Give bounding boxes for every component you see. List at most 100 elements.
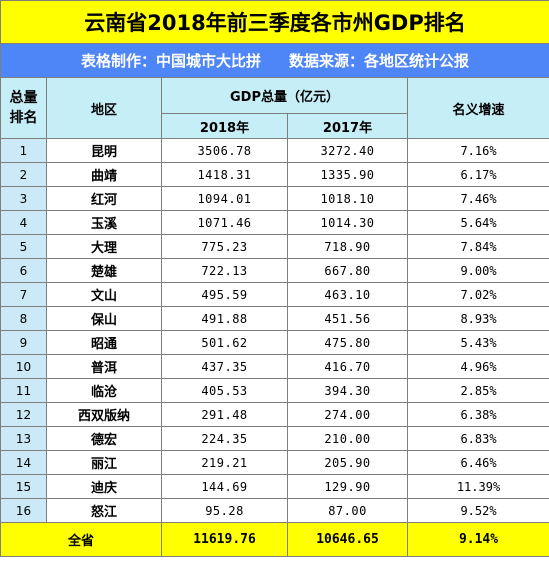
region-cell: 红河 <box>46 186 162 211</box>
gdp-2017-cell: 3272.40 <box>287 138 408 163</box>
table-row: 16 怒江 95.28 87.00 9.52% <box>0 498 549 523</box>
table-row: 12 西双版纳 291.48 274.00 6.38% <box>0 402 549 427</box>
header-gdp: GDP总量（亿元） <box>161 77 408 114</box>
gdp-2017-cell: 718.90 <box>287 234 408 259</box>
table-row: 1 昆明 3506.78 3272.40 7.16% <box>0 138 549 163</box>
total-growth: 9.14% <box>406 522 549 557</box>
total-gdp-2018: 11619.76 <box>161 522 288 557</box>
table-row: 9 昭通 501.62 475.80 5.43% <box>0 330 549 355</box>
gdp-2018-cell: 1418.31 <box>161 162 288 187</box>
growth-cell: 5.64% <box>406 210 549 235</box>
region-cell: 临沧 <box>46 378 162 403</box>
region-cell: 丽江 <box>46 450 162 475</box>
table-row: 11 临沧 405.53 394.30 2.85% <box>0 378 549 403</box>
growth-cell: 7.02% <box>406 282 549 307</box>
table-row: 14 丽江 219.21 205.90 6.46% <box>0 450 549 475</box>
gdp-2017-cell: 1335.90 <box>287 162 408 187</box>
gdp-2017-cell: 451.56 <box>287 306 408 331</box>
table-row: 3 红河 1094.01 1018.10 7.46% <box>0 186 549 211</box>
gdp-2017-cell: 394.30 <box>287 378 408 403</box>
gdp-2018-cell: 291.48 <box>161 402 288 427</box>
region-cell: 楚雄 <box>46 258 162 283</box>
rank-cell: 1 <box>0 138 47 163</box>
rank-cell: 13 <box>0 426 47 451</box>
header-growth: 名义增速 <box>406 77 549 139</box>
table-row: 5 大理 775.23 718.90 7.84% <box>0 234 549 259</box>
gdp-2018-cell: 722.13 <box>161 258 288 283</box>
table-row: 2 曲靖 1418.31 1335.90 6.17% <box>0 162 549 187</box>
region-cell: 西双版纳 <box>46 402 162 427</box>
gdp-2017-cell: 129.90 <box>287 474 408 499</box>
gdp-2017-cell: 210.00 <box>287 426 408 451</box>
header-2018: 2018年 <box>161 113 288 139</box>
rank-cell: 14 <box>0 450 47 475</box>
gdp-2018-cell: 144.69 <box>161 474 288 499</box>
gdp-2018-cell: 501.62 <box>161 330 288 355</box>
growth-cell: 5.43% <box>406 330 549 355</box>
gdp-2018-cell: 224.35 <box>161 426 288 451</box>
gdp-2017-cell: 274.00 <box>287 402 408 427</box>
gdp-2018-cell: 95.28 <box>161 498 288 523</box>
total-label: 全省 <box>0 522 162 557</box>
rank-cell: 7 <box>0 282 47 307</box>
data-source: 数据来源：各地区统计公报 <box>289 52 470 70</box>
rank-cell: 9 <box>0 330 47 355</box>
gdp-ranking-table: 云南省2018年前三季度各市州GDP排名 表格制作：中国城市大比拼 数据来源：各地… <box>0 0 549 557</box>
region-cell: 文山 <box>46 282 162 307</box>
region-cell: 怒江 <box>46 498 162 523</box>
gdp-2018-cell: 775.23 <box>161 234 288 259</box>
table-row: 4 玉溪 1071.46 1014.30 5.64% <box>0 210 549 235</box>
gdp-2017-cell: 416.70 <box>287 354 408 379</box>
region-cell: 德宏 <box>46 426 162 451</box>
maker-credit: 表格制作：中国城市大比拼 <box>80 52 261 70</box>
table-row: 15 迪庆 144.69 129.90 11.39% <box>0 474 549 499</box>
header-2017: 2017年 <box>287 113 408 139</box>
header-region: 地区 <box>46 77 162 139</box>
region-cell: 昆明 <box>46 138 162 163</box>
growth-cell: 7.16% <box>406 138 549 163</box>
region-cell: 昭通 <box>46 330 162 355</box>
gdp-2018-cell: 219.21 <box>161 450 288 475</box>
region-cell: 玉溪 <box>46 210 162 235</box>
gdp-2017-cell: 87.00 <box>287 498 408 523</box>
gdp-2018-cell: 3506.78 <box>161 138 288 163</box>
growth-cell: 11.39% <box>406 474 549 499</box>
growth-cell: 4.96% <box>406 354 549 379</box>
rank-cell: 16 <box>0 498 47 523</box>
gdp-2018-cell: 495.59 <box>161 282 288 307</box>
region-cell: 曲靖 <box>46 162 162 187</box>
growth-cell: 9.00% <box>406 258 549 283</box>
rank-cell: 10 <box>0 354 47 379</box>
growth-cell: 7.46% <box>406 186 549 211</box>
total-gdp-2017: 10646.65 <box>287 522 408 557</box>
gdp-2018-cell: 1094.01 <box>161 186 288 211</box>
gdp-2017-cell: 1014.30 <box>287 210 408 235</box>
table-row: 13 德宏 224.35 210.00 6.83% <box>0 426 549 451</box>
gdp-2017-cell: 463.10 <box>287 282 408 307</box>
growth-cell: 2.85% <box>406 378 549 403</box>
rank-cell: 15 <box>0 474 47 499</box>
rank-cell: 4 <box>0 210 47 235</box>
growth-cell: 6.83% <box>406 426 549 451</box>
gdp-2018-cell: 405.53 <box>161 378 288 403</box>
subtitle-bar: 表格制作：中国城市大比拼 数据来源：各地区统计公报 <box>0 43 549 78</box>
table-row: 8 保山 491.88 451.56 8.93% <box>0 306 549 331</box>
rank-cell: 6 <box>0 258 47 283</box>
growth-cell: 7.84% <box>406 234 549 259</box>
growth-cell: 6.38% <box>406 402 549 427</box>
growth-cell: 9.52% <box>406 498 549 523</box>
gdp-2018-cell: 1071.46 <box>161 210 288 235</box>
rank-cell: 5 <box>0 234 47 259</box>
gdp-2017-cell: 1018.10 <box>287 186 408 211</box>
rank-cell: 8 <box>0 306 47 331</box>
growth-cell: 6.17% <box>406 162 549 187</box>
header-rank: 总量 排名 <box>0 77 47 139</box>
growth-cell: 8.93% <box>406 306 549 331</box>
table-row: 10 普洱 437.35 416.70 4.96% <box>0 354 549 379</box>
rank-cell: 3 <box>0 186 47 211</box>
table-row: 6 楚雄 722.13 667.80 9.00% <box>0 258 549 283</box>
gdp-2018-cell: 437.35 <box>161 354 288 379</box>
page-title: 云南省2018年前三季度各市州GDP排名 <box>0 0 549 44</box>
gdp-2017-cell: 205.90 <box>287 450 408 475</box>
gdp-2017-cell: 475.80 <box>287 330 408 355</box>
